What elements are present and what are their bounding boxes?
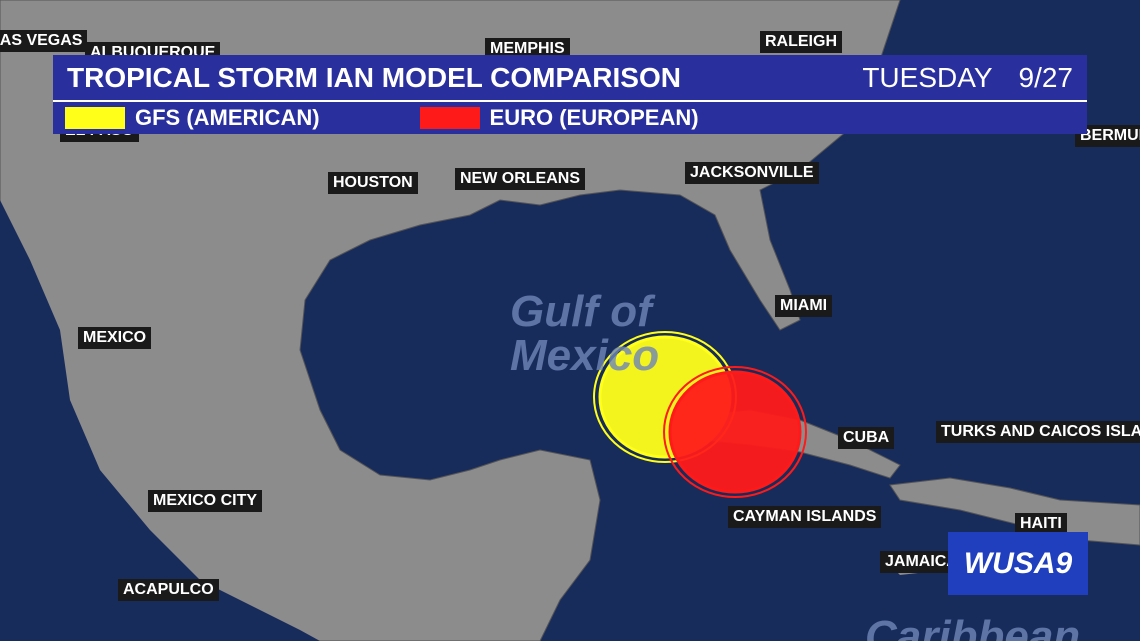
place-label: CAYMAN ISLANDS xyxy=(728,506,882,528)
date: 9/27 xyxy=(1018,61,1074,93)
legend-swatch xyxy=(419,107,480,129)
legend-item: EURO (EUROPEAN) xyxy=(419,105,699,131)
header-banner: TROPICAL STORM IAN MODEL COMPARISON TUES… xyxy=(53,55,1087,134)
legend: GFS (AMERICAN) EURO (EUROPEAN) xyxy=(53,102,1087,134)
place-label: NEW ORLEANS xyxy=(455,168,585,190)
land-north-america xyxy=(0,0,901,641)
land-hispaniola xyxy=(889,477,1140,546)
header-row: TROPICAL STORM IAN MODEL COMPARISON TUES… xyxy=(53,55,1087,102)
day: TUESDAY xyxy=(862,61,993,93)
legend-label: EURO (EUROPEAN) xyxy=(489,105,699,130)
place-label: CUBA xyxy=(838,427,895,449)
place-label: MEXICO CITY xyxy=(148,490,263,512)
place-label: JACKSONVILLE xyxy=(685,162,819,184)
water-label: Gulf of Mexico xyxy=(510,290,659,378)
sea-label: Caribbean xyxy=(865,612,1081,641)
place-label: RALEIGH xyxy=(760,31,842,53)
place-label: HOUSTON xyxy=(328,172,418,194)
legend-swatch xyxy=(65,107,125,129)
place-label: BERMUDA xyxy=(1075,125,1140,147)
place-label: HAITI xyxy=(1015,513,1067,535)
place-label: LAS VEGAS xyxy=(0,30,88,52)
station-logo: WUSA9 xyxy=(948,532,1088,595)
title: TROPICAL STORM IAN MODEL COMPARISON xyxy=(67,61,681,93)
place-label: MEMPHIS xyxy=(485,38,570,60)
place-label: MEXICO xyxy=(78,327,152,349)
legend-item: GFS (AMERICAN) xyxy=(65,105,320,131)
place-label: MIAMI xyxy=(775,295,833,317)
place-label: JAMAICA xyxy=(880,551,963,573)
place-label: ACAPULCO xyxy=(118,579,219,601)
pacific-water xyxy=(0,200,320,641)
legend-label: GFS (AMERICAN) xyxy=(135,105,320,130)
place-label: TURKS AND CAICOS ISLANDS xyxy=(936,421,1140,443)
water-label-line: Mexico xyxy=(510,331,660,380)
water-label-line: Gulf of xyxy=(510,287,652,336)
model-track-area xyxy=(668,370,802,494)
model-track-ring xyxy=(663,366,807,498)
